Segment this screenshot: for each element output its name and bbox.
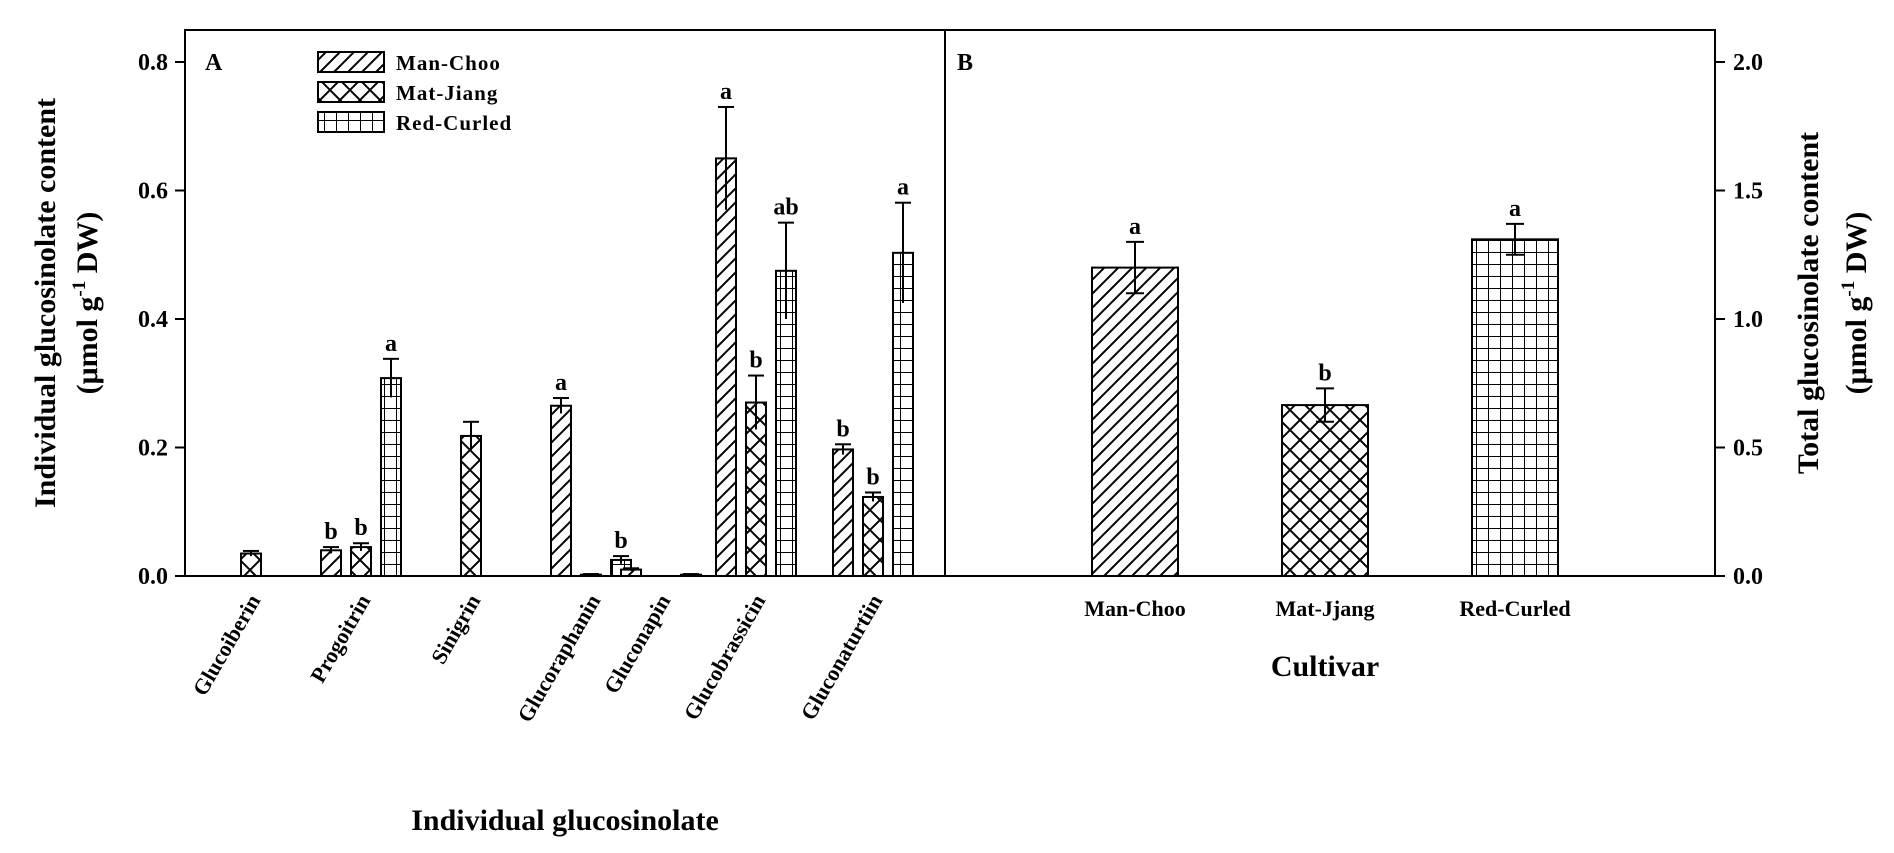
panel-a-bar xyxy=(350,546,372,578)
panel-a-bar xyxy=(832,448,854,577)
panel-a-category-label: Glucoiberin xyxy=(187,590,265,700)
panel-a-bar xyxy=(460,434,482,577)
panel-a-category-label: Gluconaturtiin xyxy=(795,590,887,724)
panel-a-bar xyxy=(240,552,262,578)
panel-a-significance-label: b xyxy=(749,348,762,374)
panel-a-bar xyxy=(380,377,402,577)
panel-b-y-unit-prefix: (μmol g xyxy=(1840,297,1873,395)
panel-a-significance-label: b xyxy=(354,515,367,541)
panel-a-significance-label: a xyxy=(897,175,909,201)
panel-a-category-label: Glucobrassicin xyxy=(678,590,770,724)
legend-swatch xyxy=(317,111,385,133)
panel-a-category-label: Sinigrin xyxy=(426,590,486,668)
panel-a-y-unit-sup: -1 xyxy=(69,281,90,297)
panel-a-y-tick-label: 0.0 xyxy=(138,564,168,590)
panel-b-significance-label: b xyxy=(1318,360,1331,386)
panel-b-category-label: Man-Choo xyxy=(1084,596,1185,621)
panel-a-category-label: Progoitrin xyxy=(305,590,375,687)
panel-b-bars: a b a xyxy=(1091,196,1559,578)
panel-a-y-axis-title-line1: Individual glucosinolate content xyxy=(29,98,62,508)
legend-swatch xyxy=(317,51,385,73)
panel-a-y-tick-label: 0.2 xyxy=(138,436,168,462)
panel-b-y-tick-label: 0.5 xyxy=(1733,436,1763,462)
panel-b-category-label: Mat-Jjang xyxy=(1276,596,1375,621)
panel-a-bar xyxy=(550,404,572,577)
panel-a-category-labels: Glucoiberin Progoitrin Sinigrin Glucoraphan… xyxy=(187,590,887,726)
panel-b-significance-label: a xyxy=(1509,196,1521,222)
panel-b-x-axis-title: Cultivar xyxy=(1271,650,1379,683)
panel-a-bar xyxy=(862,495,884,577)
panel-a-significance-label: b xyxy=(866,464,879,490)
panel-b-y-axis-title-line1: Total glucosinolate content xyxy=(1792,132,1825,474)
panel-a-bar xyxy=(715,157,737,577)
legend-swatch xyxy=(317,81,385,103)
panel-b-y-ticks: 0.0 0.5 1.0 1.5 2.0 xyxy=(1715,50,1763,590)
panel-a-x-axis-title: Individual glucosinolate xyxy=(411,804,719,837)
panel-a-y-tick-label: 0.6 xyxy=(138,179,168,205)
panel-b-y-tick-label: 1.5 xyxy=(1733,179,1763,205)
panel-b-bar xyxy=(1281,404,1369,577)
panel-b-y-tick-label: 0.0 xyxy=(1733,564,1763,590)
panel-a-category-label: Glucoraphanin xyxy=(512,590,605,726)
panel-a-significance-label: a xyxy=(385,331,397,357)
panel-a-y-unit-prefix: (μmol g xyxy=(71,297,104,395)
legend-label: Man-Choo xyxy=(396,51,501,75)
panel-b-label: B xyxy=(957,50,973,76)
panel-a-significance-label: b xyxy=(836,416,849,442)
panel-b-y-axis-title-line2: (μmol g-1 DW) xyxy=(1838,212,1873,395)
panel-a-legend: Man-Choo Mat-Jiang Red-Curled xyxy=(317,51,512,135)
panel-a-significance-label: a xyxy=(720,79,732,105)
panel-a-bar xyxy=(320,549,342,577)
panel-a-category-label: Gluconapin xyxy=(599,590,676,698)
panel-a-significance-label: ab xyxy=(773,195,798,221)
panel-b-significance-label: a xyxy=(1129,214,1141,240)
panel-b-y-unit-suffix: DW) xyxy=(1840,212,1873,281)
panel-b-y-tick-label: 1.0 xyxy=(1733,307,1763,333)
panel-b-y-tick-label: 2.0 xyxy=(1733,50,1763,76)
panel-a-y-ticks: 0.0 0.2 0.4 0.6 0.8 xyxy=(138,50,185,590)
panel-a-y-axis-title-line2: (μmol g-1 DW) xyxy=(69,212,104,395)
panel-a-y-tick-label: 0.4 xyxy=(138,307,168,333)
legend-label: Mat-Jiang xyxy=(396,81,498,105)
legend-label: Red-Curled xyxy=(396,111,512,135)
panel-b-category-label: Red-Curled xyxy=(1459,596,1570,621)
panel-b-category-labels: Man-Choo Mat-Jjang Red-Curled xyxy=(1084,596,1570,621)
panel-a-label: A xyxy=(205,50,223,76)
panel-a-significance-label: b xyxy=(614,528,627,554)
panel-a-significance-label: b xyxy=(324,519,337,545)
panel-a-y-unit-suffix: DW) xyxy=(71,212,104,281)
panel-b: B 0.0 0.5 1.0 1.5 2.0 a b a Man-Choo Mat-Jjang R… xyxy=(944,29,1873,683)
panel-b-bar xyxy=(1471,238,1559,578)
panel-a-y-tick-label: 0.8 xyxy=(138,50,168,76)
panel-a-significance-label: a xyxy=(555,370,567,396)
panel-b-bar xyxy=(1091,266,1179,577)
panel-b-y-unit-sup: -1 xyxy=(1838,281,1859,297)
